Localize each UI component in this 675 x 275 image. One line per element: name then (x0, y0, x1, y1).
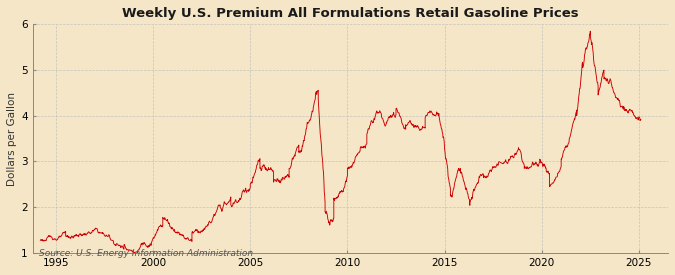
Title: Weekly U.S. Premium All Formulations Retail Gasoline Prices: Weekly U.S. Premium All Formulations Ret… (122, 7, 578, 20)
Y-axis label: Dollars per Gallon: Dollars per Gallon (7, 92, 17, 186)
Text: Source: U.S. Energy Information Administration: Source: U.S. Energy Information Administ… (39, 249, 253, 258)
